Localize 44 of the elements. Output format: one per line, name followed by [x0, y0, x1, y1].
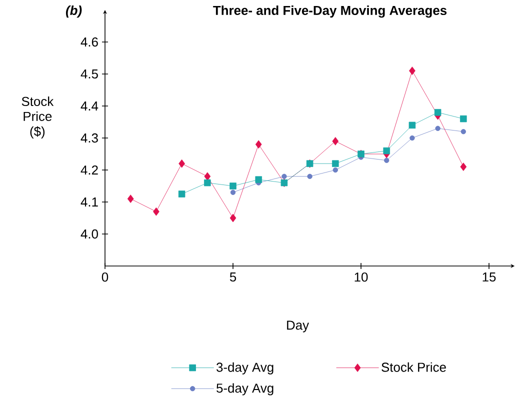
point	[282, 174, 287, 179]
y-axis-title: Stock Price ($)	[22, 96, 54, 138]
y-tick-label: 4.5	[80, 69, 98, 79]
point	[307, 174, 312, 179]
point	[332, 160, 339, 167]
y-tick-label: 4.1	[80, 198, 98, 206]
point	[410, 135, 415, 141]
point	[178, 159, 185, 168]
x-axis-title: Day	[287, 320, 310, 332]
point	[332, 137, 339, 146]
point	[230, 214, 236, 222]
point	[230, 190, 236, 195]
point	[332, 167, 338, 173]
y-tick-label: 4.3	[80, 133, 98, 143]
legend-label: 5-day Avg	[216, 383, 274, 396]
y-tick-label: 4.0	[80, 229, 98, 239]
point	[230, 182, 236, 190]
x-tick-label: 15	[482, 272, 496, 282]
y-tick-label: 4.6	[80, 37, 98, 47]
point	[435, 126, 440, 131]
point	[127, 194, 134, 203]
point	[408, 122, 416, 129]
chart-title: Three- and Five-Day Moving Averages	[213, 6, 447, 18]
point	[409, 66, 416, 75]
point	[460, 129, 466, 134]
x-tick-label: 0	[102, 272, 108, 282]
legend-label: 3-day Avg	[216, 362, 274, 374]
point	[434, 109, 442, 116]
point	[204, 179, 211, 186]
point	[255, 176, 262, 183]
y-tick-label: 4.4	[80, 102, 98, 110]
point	[460, 162, 467, 171]
point	[384, 158, 390, 163]
x-tick-label: 10	[354, 272, 368, 282]
point	[178, 190, 186, 198]
point	[460, 115, 467, 122]
point	[255, 140, 262, 149]
x-tick-label: 5	[230, 272, 236, 282]
y-tick-label: 4.2	[80, 165, 98, 175]
point	[153, 207, 160, 216]
point	[204, 172, 211, 181]
text: (b)	[66, 6, 82, 18]
point	[383, 147, 390, 154]
legend-label: Stock Price	[382, 362, 446, 372]
